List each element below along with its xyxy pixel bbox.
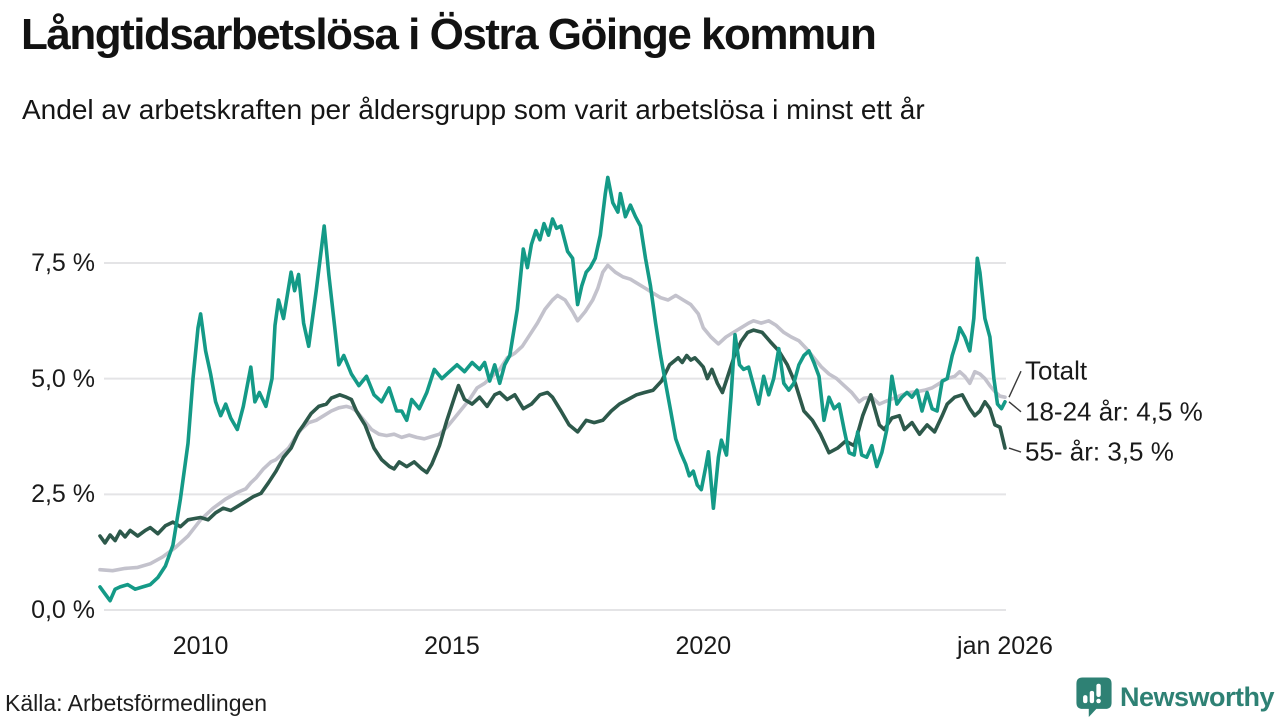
newsworthy-speech-bubble-icon (1076, 677, 1112, 717)
y-axis-tick-label: 5,0 % (31, 364, 95, 393)
series-line-55- år (98, 328, 1007, 545)
y-axis-tick-label: 7,5 % (31, 248, 95, 277)
x-axis-tick-label: jan 2026 (957, 632, 1053, 660)
x-axis-tick-label: 2020 (675, 632, 732, 660)
exclamation-bar (1096, 683, 1101, 697)
x-axis-tick-label: 2015 (424, 632, 480, 660)
series-end-label-55- år: 55- år: 3,5 % (1025, 436, 1174, 467)
annotation-leader-line (1008, 370, 1022, 398)
chart-subtitle: Andel av arbetskraften per åldersgrupp s… (22, 94, 925, 125)
series-end-label-Totalt: Totalt (1025, 355, 1088, 386)
series-line-Totalt (98, 263, 1007, 573)
y-axis-tick-label: 0,0 % (31, 596, 95, 624)
series-line-18-24 år (98, 175, 1007, 603)
exclamation-dot (1096, 698, 1101, 704)
bar-chart-bar-medium (1089, 690, 1095, 704)
source-note: Källa: Arbetsförmedlingen (5, 690, 268, 716)
y-axis-tick-label: 2,5 % (31, 480, 95, 509)
series-end-label-18-24 år: 18-24 år: 4,5 % (1025, 396, 1203, 427)
annotation-leader-line (1008, 447, 1022, 453)
annotation-leader-line (1008, 401, 1022, 413)
x-axis-tick-label: 2010 (172, 632, 229, 660)
page-title: Långtidsarbetslösa i Östra Göinge kommun (21, 10, 877, 59)
newsworthy-logo: Newsworthy (1075, 676, 1275, 718)
newsworthy-wordmark: Newsworthy (1119, 681, 1275, 712)
bar-chart-bar-small (1083, 695, 1088, 704)
